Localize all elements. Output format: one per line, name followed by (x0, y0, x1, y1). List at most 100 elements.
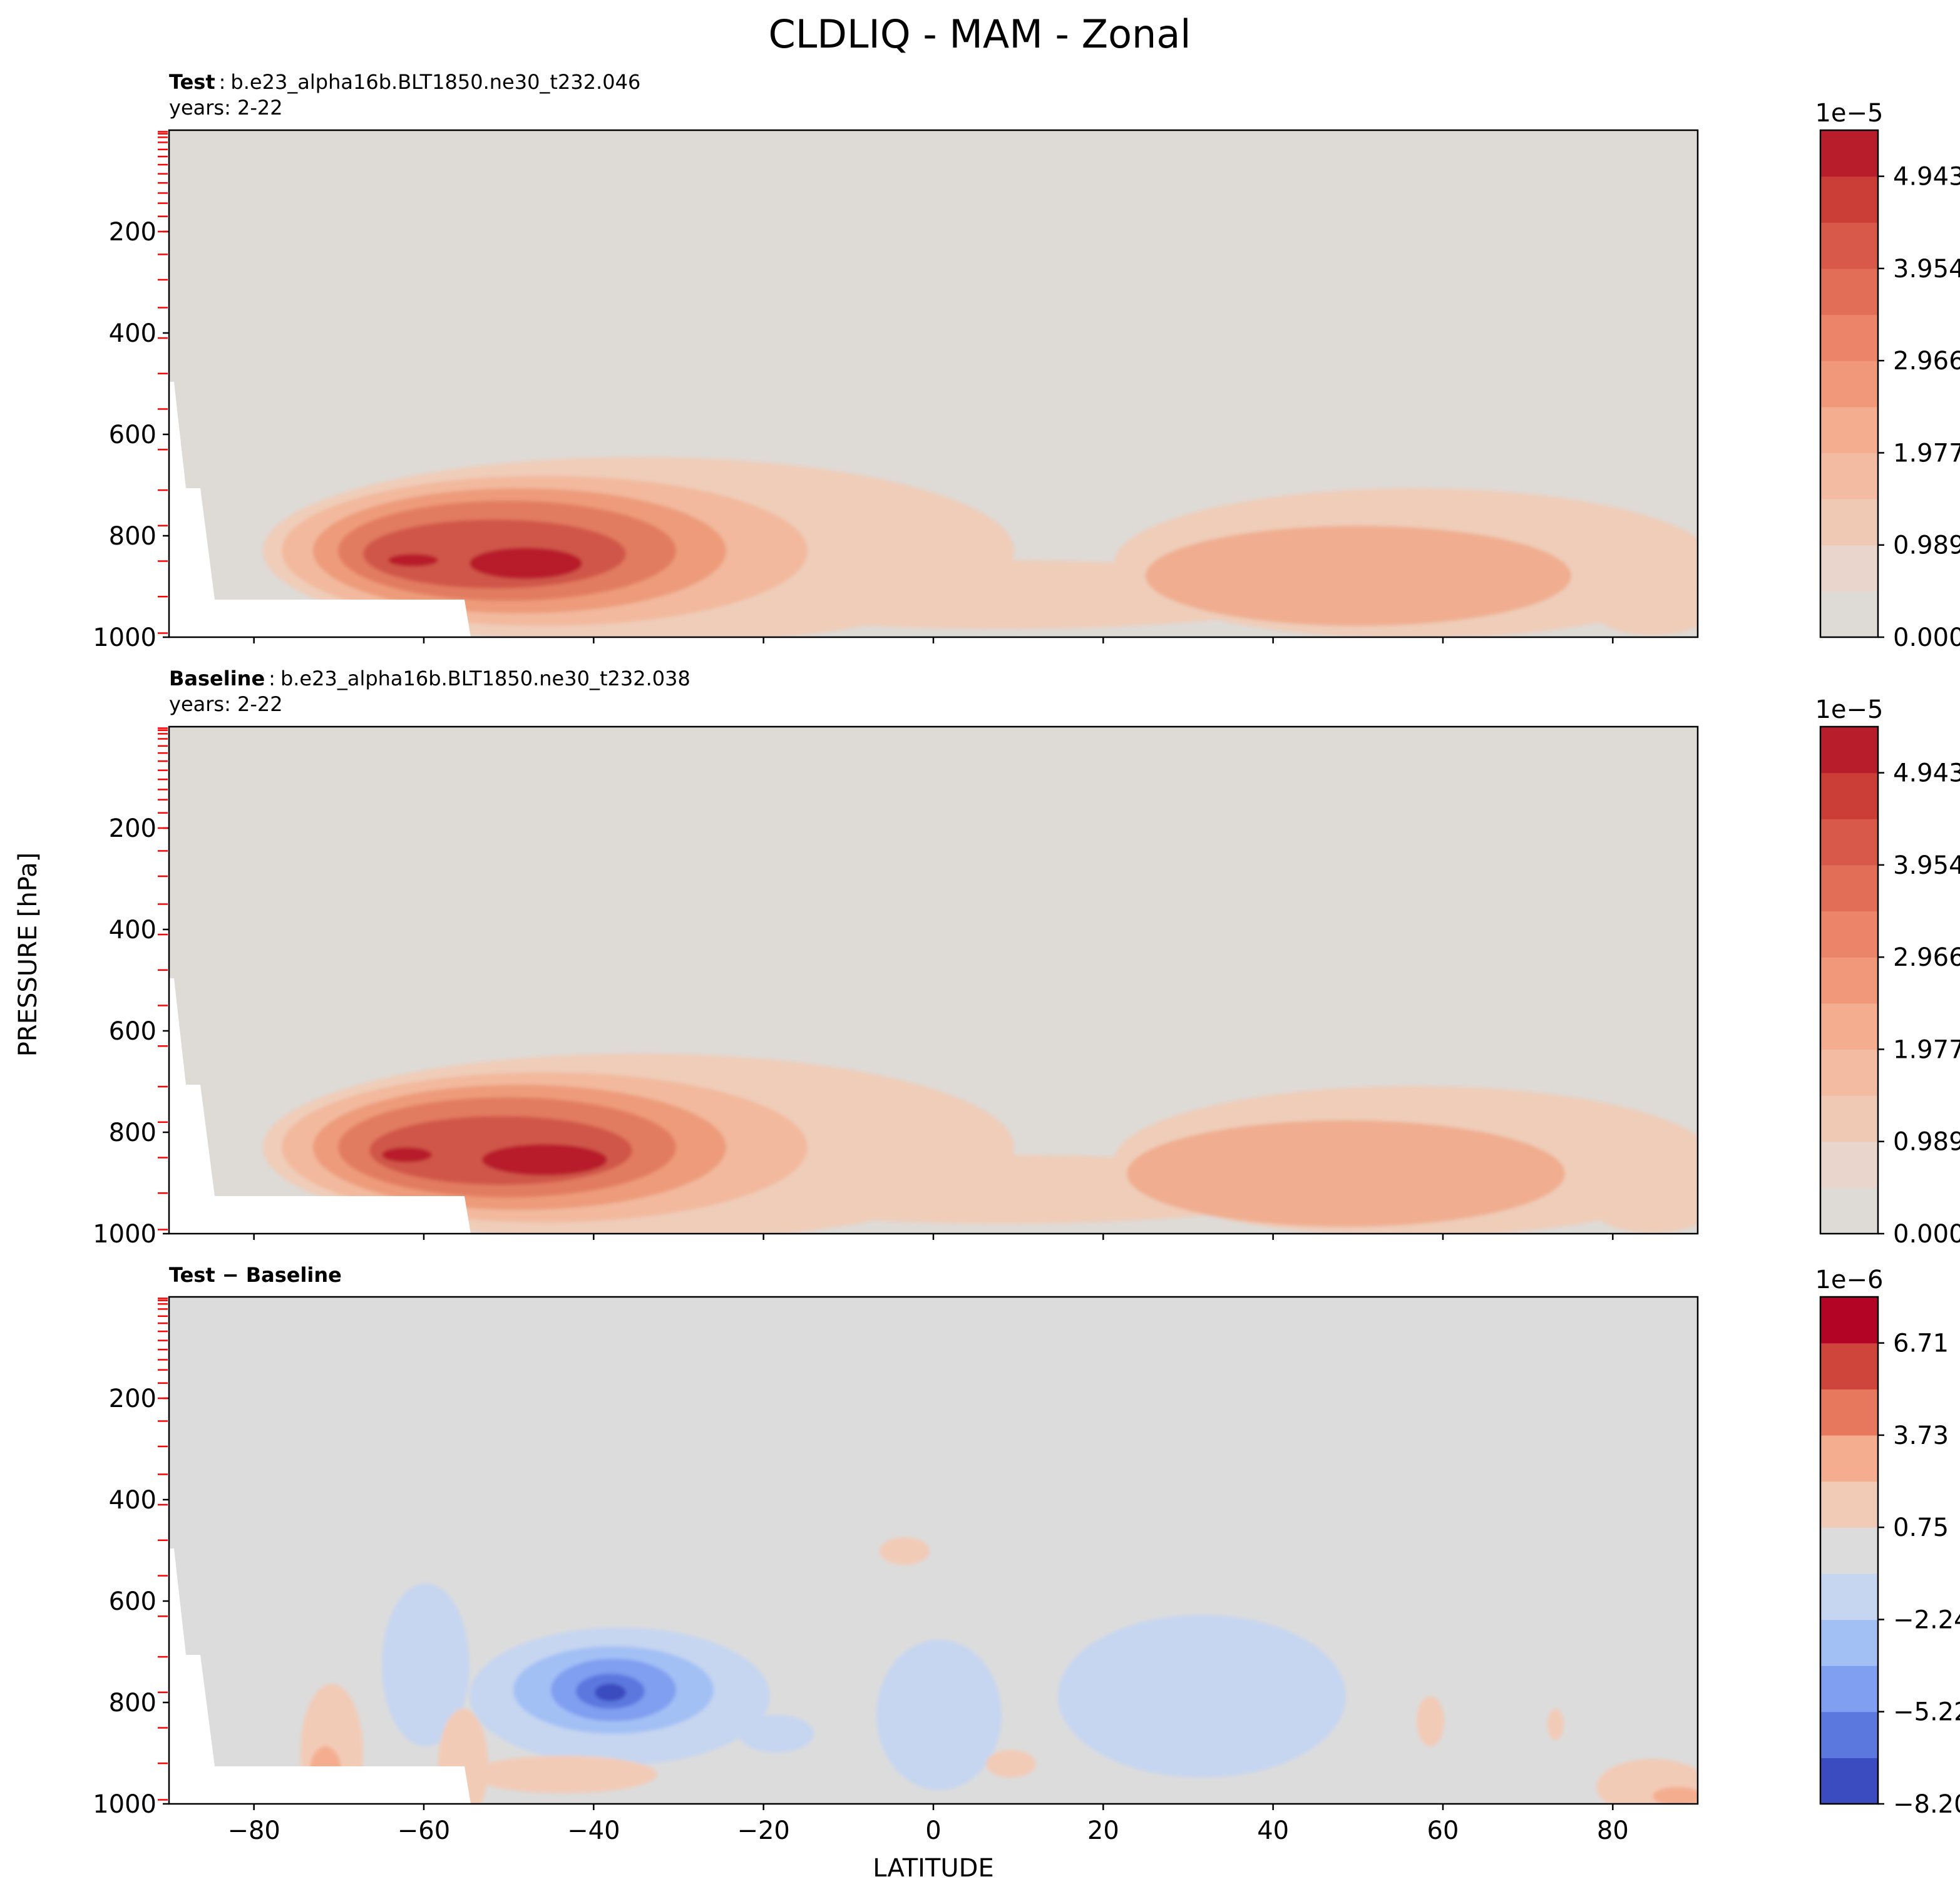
contour-level-2 (1146, 526, 1571, 626)
colorbar-band (1820, 1095, 1878, 1142)
y-axis: 200 400 600 800 1000 (93, 131, 169, 652)
panel-test-bold: Test (169, 70, 215, 94)
panel-difference: Test − Baseline (93, 1263, 1960, 1845)
colorbar-frame (1819, 1296, 1879, 1805)
contour-field-baseline (169, 727, 1698, 1234)
x-tick-label: −40 (567, 1816, 620, 1845)
terrain-mask (169, 978, 471, 1234)
colorbar-band (1820, 1343, 1878, 1390)
y-tick-label: 1000 (93, 1220, 156, 1249)
contour-neg-1 (876, 1640, 1002, 1790)
contour-field-difference (169, 1297, 1698, 1804)
colorbar-tick-label: −8.20 (1893, 1790, 1960, 1819)
colorbar-tick-label: 6.71 (1893, 1329, 1949, 1358)
colorbar-band (1820, 1297, 1878, 1344)
colorbar-band (1820, 911, 1878, 958)
colorbar-band (1820, 1049, 1878, 1096)
y-tick-label: 800 (109, 1689, 156, 1717)
contour-neg-1 (1058, 1615, 1346, 1778)
contour-pos-1 (880, 1537, 930, 1565)
y-tick-label: 400 (109, 916, 156, 944)
colorbar-tick-label: 0.000 (1893, 623, 1960, 652)
colorbar-tick-label: 1.977 (1893, 1035, 1960, 1064)
colorbar-band (1820, 591, 1878, 638)
contour-field-test (169, 130, 1698, 637)
x-tick-label: 0 (925, 1816, 941, 1845)
colorbar-tick-label: 0.989 (1893, 531, 1960, 560)
colorbar-band (1820, 727, 1878, 774)
y-tick-label: 200 (109, 814, 156, 843)
contour-pos-1 (986, 1750, 1036, 1778)
y-axis: 200 400 600 800 1000 (93, 1298, 169, 1819)
contour-level-2 (1127, 1120, 1565, 1227)
colorbar-frame (1819, 725, 1879, 1235)
panel-test-years: years: 2-22 (169, 96, 283, 120)
contour-level-6 (469, 548, 582, 579)
contour-level-1 (1590, 579, 1698, 635)
colorbar-tick-label: 0.75 (1893, 1513, 1949, 1542)
x-axis (253, 1234, 1614, 1240)
colorbar-band (1820, 1619, 1878, 1666)
colorbar-tick-label: 3.954 (1893, 255, 1960, 284)
panel-baseline-sep: : (269, 667, 275, 690)
contour-level-6 (388, 554, 438, 566)
x-tick-label: 20 (1087, 1816, 1119, 1845)
colorbar-band (1820, 545, 1878, 591)
colorbar-band (1820, 1389, 1878, 1436)
panel-baseline: Baseline: b.e23_alpha16b.BLT1850.ne30_t23… (93, 667, 1960, 1249)
panel-baseline-years: years: 2-22 (169, 692, 283, 716)
x-tick-label: −60 (398, 1816, 450, 1845)
colorbar-band (1820, 453, 1878, 499)
y-tick-label: 1000 (93, 623, 156, 652)
colorbar-difference: 6.71 3.73 0.75 −2.24 −5.22 −8.20 1e−6 (1815, 1266, 1960, 1819)
contour-neg-5 (595, 1684, 626, 1701)
panel-difference-label: Test − Baseline (169, 1263, 342, 1287)
colorbar-band (1820, 772, 1878, 819)
panel-baseline-label: Baseline: b.e23_alpha16b.BLT1850.ne30_t23… (169, 667, 690, 690)
y-tick-label: 800 (109, 1118, 156, 1147)
colorbar-test: 4.943 3.954 2.966 1.977 0.989 0.000 1e−5 (1815, 99, 1960, 652)
colorbar-band (1820, 176, 1878, 223)
colorbar-tick-label: 0.000 (1893, 1220, 1960, 1249)
x-tick-label: 60 (1427, 1816, 1459, 1845)
panel-test: Test: b.e23_alpha16b.BLT1850.ne30_t232.04… (93, 70, 1960, 652)
x-tick-label: 80 (1597, 1816, 1629, 1845)
colorbar-tick-label: 1.977 (1893, 439, 1960, 468)
colorbar-band (1820, 957, 1878, 1004)
colorbar-band (1820, 130, 1878, 177)
contour-level-1 (1590, 1177, 1698, 1233)
colorbar-tick-label: 4.943 (1893, 163, 1960, 192)
colorbar-tick-label: 2.966 (1893, 943, 1960, 972)
colorbar-frame (1819, 129, 1879, 638)
y-tick-label: 600 (109, 1017, 156, 1046)
terrain-mask (169, 382, 471, 637)
x-axis: −80 −60 −40 −20 0 20 40 60 80 (227, 1804, 1629, 1845)
colorbar-band (1820, 222, 1878, 269)
colorbar-band (1820, 1573, 1878, 1620)
colorbar-band (1820, 1666, 1878, 1712)
y-tick-label: 400 (109, 1486, 156, 1515)
y-tick-label: 600 (109, 421, 156, 449)
colorbar-band (1820, 361, 1878, 407)
terrain-mask (169, 1548, 471, 1804)
x-axis-label: LATITUDE (873, 1854, 993, 1883)
colorbar-exponent: 1e−5 (1815, 695, 1883, 724)
colorbar-band (1820, 1527, 1878, 1574)
y-axis-label: PRESSURE [hPa] (14, 852, 43, 1057)
x-tick-label: −20 (737, 1816, 789, 1845)
panel-baseline-case: b.e23_alpha16b.BLT1850.ne30_t232.038 (280, 667, 690, 690)
colorbar-band (1820, 1141, 1878, 1188)
colorbar-band (1820, 499, 1878, 546)
colorbar-band (1820, 314, 1878, 361)
colorbar-band (1820, 1758, 1878, 1804)
panel-test-case: b.e23_alpha16b.BLT1850.ne30_t232.046 (230, 70, 640, 94)
contour-pos-1 (1417, 1696, 1444, 1746)
colorbar-band (1820, 864, 1878, 912)
colorbar-band (1820, 1481, 1878, 1528)
contour-level-6 (482, 1144, 607, 1175)
panel-baseline-bold: Baseline (169, 667, 265, 690)
panel-test-sep: : (219, 70, 226, 94)
contour-level-6 (382, 1147, 432, 1162)
colorbar-tick-label: −2.24 (1893, 1605, 1960, 1634)
